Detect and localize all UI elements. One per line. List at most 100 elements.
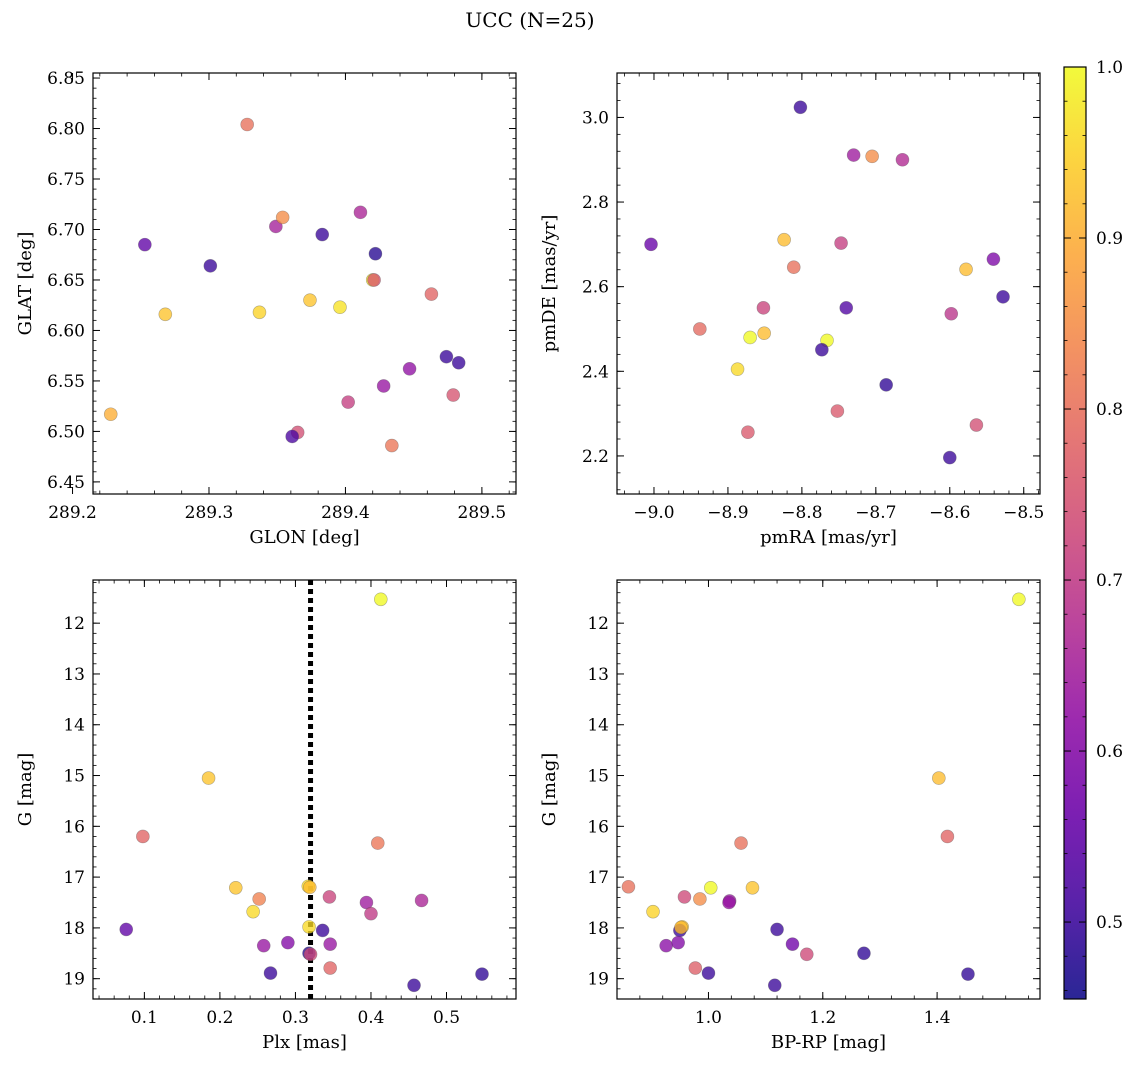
colorbar-gradient [1064,67,1086,999]
scatter-point [103,407,118,422]
scatter-point [315,923,330,938]
y-tick-label: 6.80 [47,120,85,140]
scatter-point [302,920,316,934]
scatter-point [323,961,337,975]
scatter-point [730,362,745,376]
scatter-point [364,906,378,921]
panel-bprp-g: 1.0 1.2 1.4 12 13 14 15 16 17 18 19 BP-RP [mag] G [m… [539,579,1041,1053]
scatter-point [839,301,854,315]
scatter-points [644,100,1010,465]
y-tick-label: 6.45 [47,473,85,493]
y-tick-label: 18 [63,919,85,939]
scatter-point [256,938,271,953]
scatter-point [424,287,439,301]
scatter-point [959,262,973,277]
scatter-point [201,771,216,785]
scatter-point [857,946,871,961]
axes-frame [92,72,517,495]
x-tick-label: 1.2 [809,1008,836,1028]
y-tick-label: 13 [63,665,85,685]
x-tick-label: 0.3 [282,1008,309,1028]
scatter-point [722,895,736,910]
colorbar-tick-label: 0.7 [1096,571,1123,591]
panel-pmra-pmde: −9.0 −8.9 −8.8 −8.7 −8.6 −8.5 2.2 2.4 2.6 2.8 3.0 p… [539,72,1044,548]
axes-frame [92,579,517,1000]
scatter-point [621,879,636,894]
scatter-point [743,330,757,345]
panel-glon-glat: 289.2 289.3 289.4 289.5 6.45 6.50 6.55 6.60 6.65… [15,69,517,548]
y-tick-label: 6.85 [47,69,85,89]
scatter-point [786,260,801,275]
scatter-point [303,947,318,962]
figure-title: UCC (N=25) [465,8,594,32]
x-tick-label: 1.0 [695,1008,722,1028]
x-tick-label: −9.0 [633,503,674,523]
x-tick-label: −8.7 [855,503,896,523]
scatter-point [246,904,260,919]
y-tick-label: 2.2 [582,447,609,467]
y-axis-label: pmDE [mas/yr] [539,215,560,353]
scatter-point [451,355,466,370]
x-axis-label: GLON [deg] [249,527,359,548]
scatter-point [138,237,152,252]
x-tick-label: 289.2 [48,503,97,523]
scatter-point [376,379,391,393]
y-tick-label: 12 [587,614,609,634]
scatter-point [703,880,718,895]
scatter-point [741,425,755,440]
scatter-point [815,342,829,357]
scatter-point [158,307,173,322]
scatter-point [677,890,692,904]
y-tick-label: 14 [587,716,609,736]
scatter-point [961,967,975,981]
y-tick-label: 19 [587,970,609,990]
scatter-point [275,210,290,225]
scatter-point [644,237,658,252]
scatter-point [757,326,771,341]
scatter-point [830,404,845,418]
scatter-point [932,771,946,785]
scatter-point [770,922,784,937]
scatter-point [136,829,150,844]
scatter-point [353,205,368,220]
x-axis-label: Plx [mas] [262,1032,347,1053]
scatter-point [834,236,848,250]
y-tick-label: 17 [587,868,609,888]
scatter-point [734,836,748,850]
scatter-point [846,148,861,162]
y-axis-label: GLAT [deg] [15,232,36,336]
colorbar-frame [1063,66,1087,1000]
scatter-point [263,966,278,980]
y-axis-label: G [mag] [539,753,560,826]
axes-frame [616,72,1041,495]
y-tick-label: 6.70 [47,220,85,240]
scatter-point [252,305,267,320]
scatter-point [252,892,266,906]
scatter-point [414,893,429,908]
y-tick-label: 3.0 [582,108,609,128]
y-tick-label: 16 [587,817,609,837]
x-tick-label: 0.5 [433,1008,460,1028]
scatter-point [322,890,337,904]
scatter-point [1012,592,1026,607]
scatter-point [439,349,454,364]
scatter-point [701,966,716,980]
scatter-point [879,378,893,392]
scatter-point [799,947,814,962]
x-tick-label: 289.5 [458,503,507,523]
y-tick-label: 18 [587,919,609,939]
y-tick-label: 6.60 [47,321,85,341]
x-axis-label: pmRA [mas/yr] [760,527,897,548]
scatter-point [865,149,879,164]
scatter-point [302,880,317,895]
scatter-point [996,290,1010,304]
scatter-point [370,836,385,850]
y-tick-label: 12 [63,614,85,634]
x-tick-label: −8.6 [929,503,970,523]
scatter-point [475,967,489,981]
y-tick-label: 13 [587,665,609,685]
colorbar: 0.5 0.6 0.7 0.8 0.9 1.0 [1063,58,1123,1000]
scatter-point [281,935,295,950]
scatter-point [777,232,791,247]
scatter-point [767,978,782,993]
